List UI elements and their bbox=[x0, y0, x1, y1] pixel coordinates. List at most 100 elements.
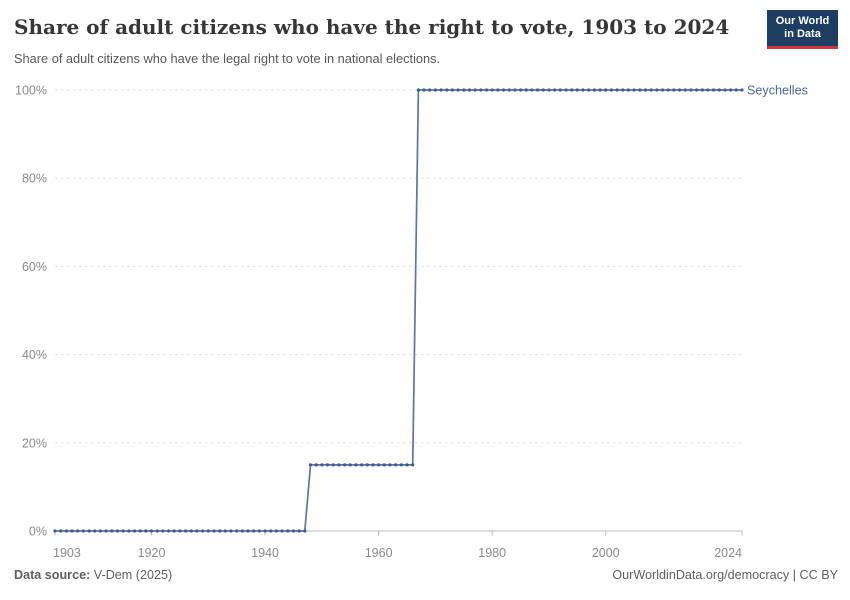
data-point bbox=[93, 529, 97, 533]
series-label-seychelles: Seychelles bbox=[747, 84, 808, 98]
data-point bbox=[104, 529, 108, 533]
data-point bbox=[354, 463, 358, 467]
data-point bbox=[132, 529, 137, 533]
data-point bbox=[683, 88, 687, 92]
data-point bbox=[723, 88, 727, 92]
data-point bbox=[706, 88, 710, 92]
data-point bbox=[411, 463, 415, 467]
data-point bbox=[53, 529, 57, 533]
y-axis-tick-label: 20% bbox=[22, 436, 47, 450]
data-point bbox=[184, 529, 188, 533]
data-point bbox=[286, 529, 290, 533]
x-axis-tick-label: 2024 bbox=[714, 546, 742, 560]
data-point bbox=[450, 88, 454, 92]
owid-logo[interactable]: Our World in Data bbox=[767, 10, 838, 49]
data-point bbox=[76, 529, 80, 533]
footer-right: OurWorldinData.org/democracy | CC BY bbox=[612, 568, 838, 582]
data-point bbox=[297, 529, 301, 533]
data-point bbox=[734, 88, 738, 92]
data-point bbox=[343, 463, 347, 467]
data-point bbox=[547, 88, 551, 92]
data-point bbox=[178, 529, 182, 533]
data-point bbox=[496, 88, 500, 92]
data-point bbox=[240, 529, 244, 533]
data-point bbox=[257, 529, 261, 533]
data-point bbox=[700, 88, 704, 92]
data-point bbox=[490, 88, 494, 92]
data-point bbox=[558, 88, 562, 92]
data-point bbox=[638, 88, 642, 92]
chart-footer: Data source: V-Dem (2025) OurWorldinData… bbox=[14, 568, 838, 582]
y-axis-tick-label: 60% bbox=[22, 260, 47, 274]
data-point bbox=[195, 529, 199, 533]
data-source-label: Data source: bbox=[14, 568, 91, 582]
x-axis-tick-label: 1920 bbox=[138, 546, 166, 560]
owid-url-link[interactable]: OurWorldinData.org/democracy bbox=[612, 568, 790, 582]
chart-subtitle: Share of adult citizens who have the leg… bbox=[14, 51, 441, 66]
data-point bbox=[416, 88, 420, 92]
data-point bbox=[149, 529, 154, 533]
data-point bbox=[274, 529, 278, 533]
data-point bbox=[377, 463, 381, 467]
data-point bbox=[314, 463, 318, 467]
data-point bbox=[127, 529, 131, 533]
data-point bbox=[621, 88, 625, 92]
data-point bbox=[218, 529, 222, 533]
data-point bbox=[144, 529, 148, 533]
y-axis-tick-label: 100% bbox=[15, 84, 47, 98]
data-point bbox=[689, 88, 693, 92]
data-point bbox=[643, 88, 648, 92]
data-point bbox=[632, 88, 636, 92]
data-point bbox=[172, 529, 176, 533]
data-point bbox=[405, 463, 409, 467]
data-point bbox=[115, 529, 120, 533]
data-point bbox=[428, 88, 432, 92]
x-axis-tick-label: 1980 bbox=[478, 546, 506, 560]
data-point bbox=[360, 463, 364, 467]
data-point bbox=[587, 88, 591, 92]
data-source: Data source: V-Dem (2025) bbox=[14, 568, 172, 582]
data-point bbox=[246, 529, 250, 533]
data-point bbox=[609, 88, 614, 92]
data-point bbox=[98, 529, 102, 533]
data-point bbox=[201, 529, 205, 533]
data-point bbox=[456, 88, 460, 92]
data-point bbox=[649, 88, 653, 92]
data-point bbox=[479, 88, 483, 92]
data-point bbox=[717, 88, 721, 92]
x-axis-tick-label: 1940 bbox=[251, 546, 279, 560]
data-point bbox=[536, 88, 540, 92]
data-point bbox=[59, 529, 63, 533]
data-point bbox=[206, 529, 210, 533]
data-point bbox=[695, 88, 699, 92]
data-point bbox=[308, 463, 313, 467]
data-point bbox=[87, 529, 91, 533]
x-axis-tick-label: 2000 bbox=[592, 546, 620, 560]
data-point bbox=[501, 88, 506, 92]
data-point bbox=[394, 463, 398, 467]
data-point bbox=[167, 529, 171, 533]
data-point bbox=[365, 463, 369, 467]
data-point bbox=[604, 88, 608, 92]
x-axis-tick-label: 1960 bbox=[365, 546, 393, 560]
data-point bbox=[337, 463, 341, 467]
data-point bbox=[422, 88, 426, 92]
data-point bbox=[660, 88, 665, 92]
data-point bbox=[615, 88, 619, 92]
data-point bbox=[348, 463, 352, 467]
data-point bbox=[110, 529, 114, 533]
data-point bbox=[473, 88, 477, 92]
data-point bbox=[70, 529, 74, 533]
data-point bbox=[445, 88, 449, 92]
data-point bbox=[541, 88, 545, 92]
data-point bbox=[484, 88, 489, 92]
data-point bbox=[666, 88, 670, 92]
data-point bbox=[325, 463, 330, 467]
data-point bbox=[331, 463, 335, 467]
data-point bbox=[524, 88, 528, 92]
data-point bbox=[263, 529, 267, 533]
data-point bbox=[513, 88, 517, 92]
data-point bbox=[269, 529, 273, 533]
y-axis-tick-label: 80% bbox=[22, 172, 47, 186]
